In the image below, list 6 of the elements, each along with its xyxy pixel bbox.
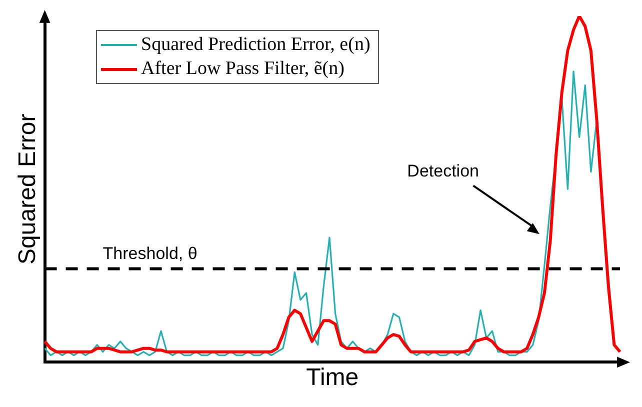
ref-line-label: Threshold, θ [102, 244, 198, 263]
legend-label: Squared Prediction Error, e(n) [141, 33, 370, 57]
y-axis-title: Squared Error [14, 114, 42, 264]
legend-label: After Low Pass Filter, ẽ(n) [141, 57, 344, 81]
annotation: Detection [407, 161, 480, 180]
x-axis-title: Time [306, 364, 359, 392]
